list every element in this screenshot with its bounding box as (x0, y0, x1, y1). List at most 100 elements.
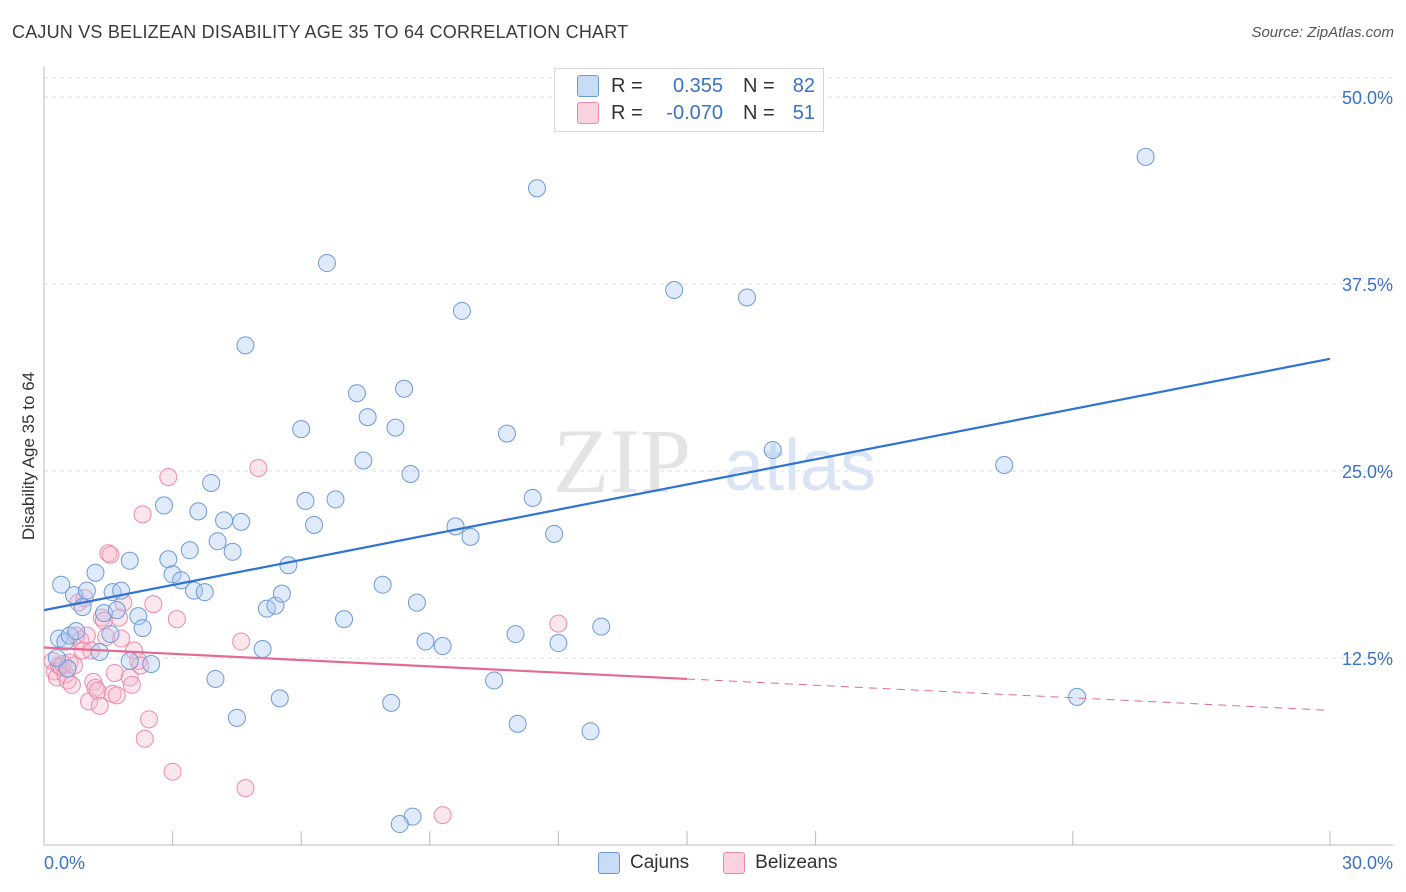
belizean-point (144, 595, 163, 614)
cajun-point (52, 575, 71, 594)
legend-item-belizeans[interactable]: Belizeans (723, 852, 838, 874)
cajun-point (159, 550, 178, 569)
cajun-point (407, 593, 426, 612)
legend-item-cajuns[interactable]: Cajuns (598, 852, 689, 874)
cajun-point (354, 451, 373, 470)
cajun-point (272, 584, 291, 603)
cajun-point (326, 490, 345, 509)
cajun-point (180, 541, 199, 560)
cajun-point (232, 512, 251, 531)
cajun-point (592, 617, 611, 636)
cajun-point (120, 651, 139, 670)
cajun-point (305, 515, 324, 534)
cajun-point (107, 601, 126, 620)
belizean-point (135, 729, 154, 748)
cajuns-points (47, 147, 1155, 834)
legend-row-cajuns: R = 0.355 N = 82 (577, 73, 815, 99)
trend-lines (43, 357, 1331, 711)
belizean-point (120, 668, 139, 687)
belizean-point (167, 610, 186, 629)
cajuns-r-value: 0.355 (672, 74, 723, 97)
cajun-point (215, 511, 234, 530)
cajun-point (142, 654, 161, 673)
belizeans-points (43, 459, 568, 825)
cajun-point (60, 626, 79, 645)
cajun-point (206, 669, 225, 688)
belizean-point (433, 806, 452, 825)
cajun-point (266, 596, 285, 615)
watermark-zip: ZIP (553, 410, 691, 512)
cajuns-label: Cajuns (630, 852, 690, 873)
belizean-point (133, 505, 152, 524)
cajun-point (452, 301, 471, 320)
cajun-point (1068, 687, 1087, 706)
belizean-point (86, 678, 105, 697)
cajun-point (433, 637, 452, 656)
cajuns-swatch (598, 852, 620, 874)
belizean-point (249, 459, 268, 478)
watermark-atlas: atlas (724, 426, 876, 506)
cajun-point (373, 575, 392, 594)
cajun-point (335, 610, 354, 629)
cajun-point (253, 640, 272, 659)
belizean-point (232, 632, 251, 651)
x-tick-label: 0.0% (44, 853, 85, 873)
cajun-point (120, 551, 139, 570)
cajun-point (485, 671, 504, 690)
cajun-point (523, 488, 542, 507)
belizean-point (88, 681, 107, 700)
belizean-point (101, 545, 120, 564)
series-legend: Cajuns Belizeans (598, 852, 872, 874)
cajun-point (382, 693, 401, 712)
belizean-point (62, 675, 81, 694)
cajun-point (386, 418, 405, 437)
cajun-point (296, 491, 315, 510)
cajun-point (90, 643, 109, 662)
belizeans-swatch (723, 852, 746, 874)
cajuns-trend-line (43, 357, 1331, 612)
cajun-point (416, 632, 435, 651)
source-label: Source: ZipAtlas.com (1251, 24, 1394, 41)
belizeans-swatch (577, 102, 599, 124)
belizean-point (549, 614, 568, 633)
cajun-point (67, 622, 86, 641)
correlation-legend: R = 0.355 N = 82 R = -0.070 N = 51 (554, 68, 824, 132)
belizean-point (110, 608, 129, 627)
cajun-point (208, 532, 227, 551)
cajun-point (129, 607, 148, 626)
cajun-point (508, 714, 527, 733)
cajun-point (279, 556, 298, 575)
cajun-point (189, 502, 208, 521)
cajun-point (401, 464, 420, 483)
cajun-point (763, 441, 782, 460)
belizean-point (140, 710, 159, 729)
cajun-point (581, 722, 600, 741)
cajun-point (47, 649, 66, 667)
r-label: R = (611, 101, 643, 124)
belizean-point (107, 686, 126, 705)
cajun-point (527, 179, 546, 198)
cajun-point (358, 408, 377, 427)
cajuns-swatch (577, 75, 599, 97)
belizean-point (112, 629, 131, 648)
cajun-point (1136, 147, 1155, 166)
cajun-point (347, 384, 366, 403)
cajun-point (390, 815, 409, 834)
watermark: ZIP atlas (553, 410, 876, 512)
belizean-point (236, 779, 255, 798)
belizean-point (105, 663, 124, 682)
belizeans-n-value: 51 (792, 101, 815, 124)
cajun-point (133, 619, 152, 638)
belizean-point (90, 696, 109, 715)
cajun-point (101, 625, 120, 644)
cajun-point (77, 581, 96, 600)
cajun-point (461, 527, 480, 546)
y-tick-label: 37.5% (1342, 275, 1393, 295)
axis-labels: 12.5% 25.0% 37.5% 50.0% 0.0% 30.0% (44, 88, 1393, 873)
cajun-point (446, 517, 465, 536)
belizeans-trend-line (43, 646, 688, 681)
belizean-point (159, 467, 178, 486)
x-tick-label: 30.0% (1342, 853, 1393, 873)
belizean-point (122, 675, 141, 694)
legend-row-belizeans: R = -0.070 N = 51 (577, 100, 815, 126)
